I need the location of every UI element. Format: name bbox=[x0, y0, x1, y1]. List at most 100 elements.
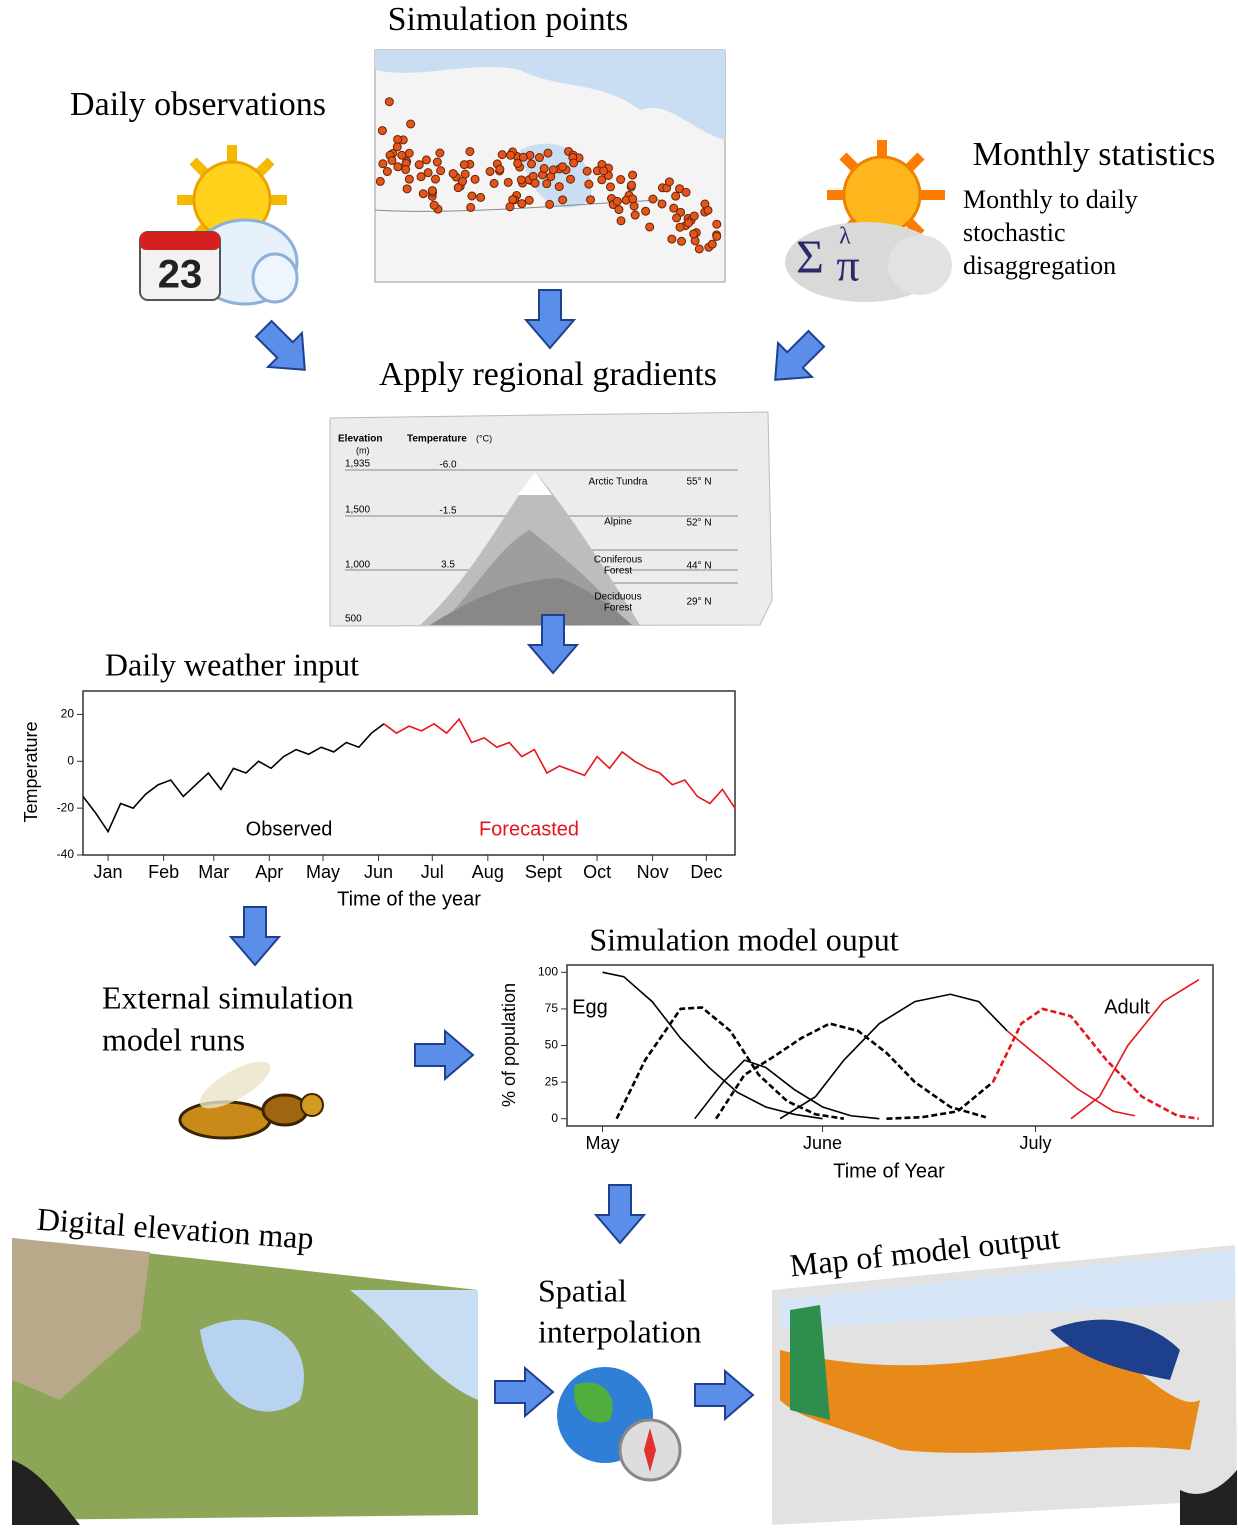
station-dot bbox=[513, 158, 523, 168]
zone-label: Deciduous bbox=[594, 592, 641, 603]
station-dot bbox=[712, 231, 722, 241]
x-tick-label: July bbox=[1020, 1133, 1052, 1153]
station-dot bbox=[436, 166, 446, 176]
station-dot bbox=[375, 176, 385, 186]
station-dot bbox=[616, 175, 626, 185]
bee-illustration bbox=[178, 1061, 324, 1140]
y-tick-label: -20 bbox=[57, 800, 75, 814]
x-tick-label: May bbox=[306, 862, 340, 882]
math-symbol: Σ bbox=[796, 231, 824, 284]
elev-value: 500 bbox=[345, 614, 362, 625]
station-dot bbox=[485, 166, 495, 176]
zone-label: Coniferous bbox=[594, 555, 642, 566]
station-dot bbox=[584, 179, 594, 189]
station-dot bbox=[517, 199, 527, 209]
station-dot bbox=[453, 183, 463, 193]
latitude: 55° N bbox=[686, 477, 711, 488]
calendar-day: 23 bbox=[158, 253, 203, 297]
station-dot bbox=[627, 180, 637, 190]
station-dot bbox=[404, 174, 414, 184]
temp-value: -1.5 bbox=[439, 506, 457, 517]
title: Monthly statistics bbox=[973, 136, 1216, 173]
title: Simulation points bbox=[388, 1, 629, 38]
station-dot bbox=[667, 234, 677, 244]
data-line bbox=[694, 1059, 880, 1120]
title: Apply regional gradients bbox=[379, 356, 717, 393]
station-dot bbox=[628, 194, 638, 204]
station-dot bbox=[554, 182, 564, 192]
station-dot bbox=[392, 142, 402, 152]
title: Daily weather input bbox=[105, 646, 359, 682]
station-dot bbox=[527, 159, 537, 169]
x-tick-label: Jan bbox=[94, 862, 123, 882]
y-tick-label: 0 bbox=[551, 1111, 558, 1125]
station-dot bbox=[689, 211, 699, 221]
station-dot bbox=[495, 164, 505, 174]
station-dot bbox=[465, 146, 475, 156]
station-dot bbox=[534, 153, 544, 163]
station-dot bbox=[614, 205, 624, 215]
annotation: Egg bbox=[572, 996, 608, 1018]
station-dot bbox=[675, 222, 685, 232]
annotation: Forecasted bbox=[479, 818, 579, 840]
station-dot bbox=[672, 213, 682, 223]
station-dot bbox=[677, 236, 687, 246]
station-dot bbox=[671, 191, 681, 201]
x-tick-label: Oct bbox=[583, 862, 611, 882]
station-dot bbox=[430, 174, 440, 184]
station-dot bbox=[467, 191, 477, 201]
math-symbol: π bbox=[836, 240, 859, 291]
station-dot bbox=[406, 119, 416, 129]
title: Spatial bbox=[538, 1272, 627, 1308]
flow-arrow bbox=[230, 906, 280, 966]
station-dot bbox=[476, 192, 486, 202]
elev-value: 1,935 bbox=[345, 459, 370, 470]
station-dot bbox=[681, 187, 691, 197]
x-tick-label: Aug bbox=[472, 862, 504, 882]
station-dot bbox=[703, 205, 713, 215]
station-dot bbox=[448, 169, 458, 179]
x-tick-label: Sept bbox=[525, 862, 562, 882]
elev-value: 1,500 bbox=[345, 505, 370, 516]
station-dot bbox=[470, 174, 480, 184]
station-dot bbox=[382, 167, 392, 177]
station-dot bbox=[545, 199, 555, 209]
station-dot bbox=[516, 175, 526, 185]
y-tick-label: 25 bbox=[545, 1074, 559, 1088]
station-dot bbox=[664, 177, 674, 187]
station-dot bbox=[429, 200, 439, 210]
x-tick-label: Apr bbox=[255, 862, 283, 882]
station-dot bbox=[669, 203, 679, 213]
simulation-map bbox=[374, 49, 726, 283]
station-dot bbox=[435, 148, 445, 158]
elev-header: Elevation bbox=[338, 434, 382, 445]
station-dot bbox=[377, 126, 387, 136]
station-dot bbox=[684, 218, 694, 228]
station-dot bbox=[641, 206, 651, 216]
y-axis-label: Temperature bbox=[21, 721, 41, 822]
station-dot bbox=[645, 222, 655, 232]
station-dot bbox=[466, 202, 476, 212]
y-tick-label: 100 bbox=[538, 964, 558, 978]
output-map bbox=[772, 1245, 1237, 1525]
data-line bbox=[714, 1022, 987, 1120]
data-line bbox=[383, 717, 736, 809]
station-dot bbox=[712, 219, 722, 229]
data-line bbox=[1070, 978, 1200, 1120]
station-dot bbox=[384, 97, 394, 107]
data-line bbox=[991, 1007, 1199, 1120]
temp-value: 3.5 bbox=[441, 560, 455, 571]
plot-frame bbox=[566, 964, 1214, 1127]
station-dot bbox=[432, 157, 442, 167]
station-dot bbox=[497, 150, 507, 160]
station-dot bbox=[657, 199, 667, 209]
station-dot bbox=[524, 195, 534, 205]
title: interpolation bbox=[538, 1313, 702, 1349]
elevation-map bbox=[12, 1238, 478, 1525]
station-dot bbox=[616, 216, 626, 226]
station-dot bbox=[548, 165, 558, 175]
x-tick-label: Nov bbox=[637, 862, 669, 882]
y-tick-label: 50 bbox=[545, 1038, 559, 1052]
title: Simulation model ouput bbox=[589, 921, 898, 957]
